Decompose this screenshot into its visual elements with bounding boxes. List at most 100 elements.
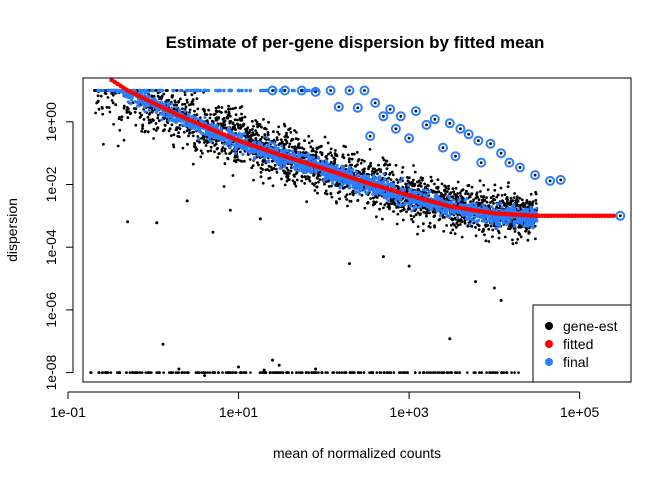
gene-est-point (436, 178, 440, 182)
final-point (497, 224, 501, 228)
gene-est-point (313, 189, 317, 192)
gene-est-point (264, 168, 268, 172)
final-point (290, 149, 295, 153)
gene-est-point (232, 125, 236, 129)
gene-est-point (285, 131, 288, 135)
gene-est-outlier (203, 374, 207, 378)
gene-est-point (493, 183, 497, 187)
gene-est-point (534, 237, 537, 241)
gene-est-point (199, 149, 203, 153)
gene-est-point (285, 133, 288, 137)
gene-est-point (511, 238, 514, 242)
gene-est-outlier (277, 363, 281, 367)
final-point (367, 189, 372, 193)
gene-est-point (487, 227, 491, 231)
gene-est-point (126, 116, 130, 119)
gene-est-point (468, 195, 472, 199)
gene-est-point (231, 122, 235, 125)
gene-est-point (236, 124, 240, 127)
gene-est-point (142, 118, 146, 121)
gene-est-point (172, 143, 175, 147)
gene-est-point (240, 118, 244, 122)
gene-est-point (280, 177, 283, 181)
gene-est-point (300, 146, 304, 150)
gene-est-point (114, 103, 118, 107)
gene-est-point (472, 198, 475, 202)
final-point (204, 121, 208, 125)
gene-est-point (497, 229, 500, 233)
gene-est-point (120, 115, 124, 119)
gene-est-point (170, 95, 174, 99)
gene-est-point (485, 196, 488, 200)
final-point (481, 215, 485, 219)
gene-est-point (383, 203, 387, 207)
gene-est-point (395, 206, 398, 209)
gene-est-point (268, 176, 272, 180)
gene-est-point (534, 202, 538, 205)
gene-est-point (513, 192, 516, 195)
gene-est-point (525, 199, 529, 202)
final-point (306, 152, 310, 156)
gene-est-point (288, 142, 292, 146)
gene-est-point (245, 128, 249, 132)
final-point (136, 97, 140, 101)
gene-est-point (451, 228, 455, 232)
gene-est-point (263, 159, 267, 163)
final-point (189, 124, 194, 128)
gene-est-point (287, 178, 291, 182)
final-point (415, 190, 419, 194)
gene-est-outlier (492, 286, 496, 290)
final-point (358, 189, 363, 193)
gene-est-point (267, 120, 270, 124)
gene-est-point (316, 191, 319, 195)
gene-est-point (514, 199, 518, 203)
gene-est-point (356, 371, 360, 374)
gene-est-point (407, 176, 411, 180)
gene-est-point (232, 159, 236, 163)
gene-est-outlier (474, 280, 477, 284)
final-point (377, 175, 381, 179)
gene-est-point (147, 121, 151, 125)
gene-est-point (217, 152, 221, 156)
gene-est-point (213, 150, 216, 154)
gene-est-point (228, 152, 232, 156)
gene-est-point (248, 128, 252, 132)
final-point (278, 166, 282, 170)
gene-est-point (359, 172, 363, 176)
gene-est-point (250, 134, 254, 137)
gene-est-point (390, 170, 394, 174)
gene-est-point (422, 229, 425, 233)
final-point (379, 192, 383, 196)
gene-est-point (188, 131, 192, 135)
gene-est-point (252, 178, 256, 182)
gene-est-point (128, 371, 132, 374)
final-point (488, 218, 492, 222)
gene-est-point (368, 147, 372, 151)
gene-est-point (310, 371, 314, 374)
gene-est-point (323, 182, 326, 186)
final-point (274, 156, 278, 160)
gene-est-point (227, 112, 231, 116)
gene-est-point (156, 126, 160, 129)
gene-est-point (268, 169, 271, 173)
gene-est-point (108, 110, 112, 114)
final-point (335, 163, 339, 167)
gene-est-point (323, 191, 327, 195)
gene-est-point (111, 101, 115, 105)
gene-est-point (170, 123, 174, 127)
gene-est-point (125, 109, 129, 112)
final-point (340, 169, 344, 173)
gene-est-outlier (211, 230, 215, 234)
final-point (307, 158, 311, 163)
gene-est-point (499, 186, 503, 190)
final-point (213, 135, 217, 140)
gene-est-point (148, 371, 152, 374)
gene-est-point (273, 371, 277, 374)
gene-est-point (478, 202, 482, 206)
gene-est-point (379, 168, 382, 172)
gene-est-point (428, 221, 432, 225)
final-point (529, 218, 534, 222)
gene-est-point (256, 125, 259, 129)
final-point (297, 168, 302, 172)
